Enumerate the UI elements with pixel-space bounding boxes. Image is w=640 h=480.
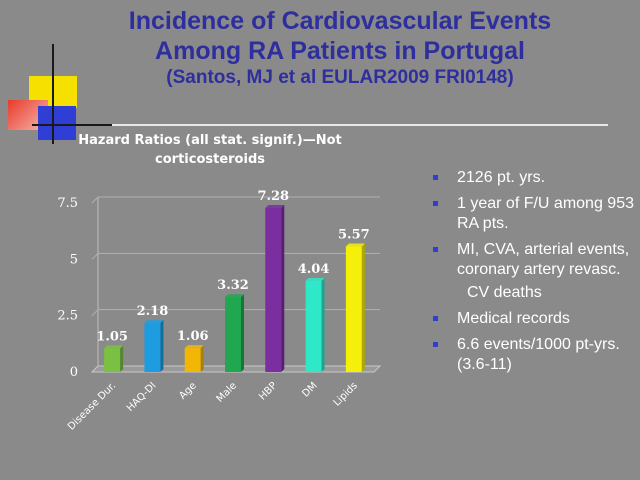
data-label: 7.28 xyxy=(257,189,289,204)
x-tick-label: Disease Dur. xyxy=(66,380,118,432)
gridline-side xyxy=(91,252,99,260)
gridline-side xyxy=(91,196,99,204)
data-label: 1.05 xyxy=(96,329,128,344)
bar-side xyxy=(361,243,365,372)
bullet-marker xyxy=(433,175,438,180)
bar-top xyxy=(225,294,244,298)
y-tick-label: 7.5 xyxy=(57,196,78,211)
blue-block xyxy=(38,106,76,140)
data-label: 5.57 xyxy=(338,227,370,242)
data-label: 1.06 xyxy=(177,329,209,344)
chart-title-line-1: Hazard Ratios (all stat. signif.)—Not xyxy=(78,133,342,148)
data-labels: 1.05 2.18 1.06 3.32 7.28 4.04 5.57 xyxy=(96,189,369,344)
bar-side xyxy=(200,345,204,372)
bullet-marker xyxy=(433,247,438,252)
bullet-item: Medical records xyxy=(430,309,635,329)
bar-side xyxy=(281,204,285,372)
bullet-marker xyxy=(433,316,438,321)
x-tick-label: HBP xyxy=(257,380,279,402)
title-citation: (Santos, MJ et al EULAR2009 FRI0148) xyxy=(166,67,514,88)
bar-side xyxy=(241,294,244,372)
bullet-text: CV deaths xyxy=(467,284,542,301)
bar xyxy=(144,322,161,372)
bullet-item: 6.6 events/1000 pt-yrs. (3.6-11) xyxy=(430,335,635,375)
bar-top xyxy=(265,204,285,208)
bullet-text: 6.6 events/1000 pt-yrs. (3.6-11) xyxy=(457,336,620,373)
title-line-1: Incidence of Cardiovascular Events xyxy=(128,7,552,35)
bar-top xyxy=(184,345,204,349)
bullet-marker xyxy=(433,342,438,347)
bar xyxy=(225,297,241,372)
bullet-item-continuation: CV deaths xyxy=(430,283,635,303)
y-tick-label: 2.5 xyxy=(57,309,78,324)
bars xyxy=(104,204,365,372)
bullet-text: MI, CVA, arterial events, coronary arter… xyxy=(457,241,630,278)
bullet-text: Medical records xyxy=(457,310,570,327)
bullet-list: 2126 pt. yrs. 1 year of F/U among 953 RA… xyxy=(430,168,635,381)
bar xyxy=(104,348,121,372)
bar xyxy=(305,280,322,372)
bullet-marker xyxy=(433,201,438,206)
bar-top xyxy=(345,243,365,247)
bar-side xyxy=(321,277,325,372)
x-axis: Disease Dur. HAQ-DI Age Male HBP DM Lipids xyxy=(66,380,360,432)
bar-top xyxy=(144,319,164,323)
y-tick-label: 0 xyxy=(70,365,78,380)
bar-top xyxy=(305,277,325,281)
bar xyxy=(184,348,201,372)
x-tick-label: HAQ-DI xyxy=(125,380,159,414)
title-line-2: Among RA Patients in Portugal xyxy=(155,37,525,65)
x-tick-label: Lipids xyxy=(332,380,360,408)
bullet-text: 1 year of F/U among 953 RA pts. xyxy=(457,195,634,232)
data-label: 4.04 xyxy=(298,262,330,277)
bar xyxy=(345,246,362,372)
y-axis: 0 2.5 5 7.5 xyxy=(57,196,78,380)
slide-title: Incidence of Cardiovascular Events Among… xyxy=(60,6,620,90)
bullet-text: 2126 pt. yrs. xyxy=(457,169,546,186)
x-tick-label: Male xyxy=(215,380,240,405)
y-tick-label: 5 xyxy=(70,252,78,267)
horizontal-rule-dark xyxy=(32,124,112,126)
chart-title-line-2: corticosteroids xyxy=(155,152,265,167)
bar xyxy=(265,207,282,372)
data-label: 2.18 xyxy=(137,304,169,319)
gridline-side xyxy=(91,309,99,317)
x-tick-label: Age xyxy=(177,380,198,401)
data-label: 3.32 xyxy=(217,278,249,293)
bullet-item: 1 year of F/U among 953 RA pts. xyxy=(430,194,635,234)
bullet-item: 2126 pt. yrs. xyxy=(430,168,635,188)
vertical-rule xyxy=(52,44,54,144)
bar-top xyxy=(104,345,124,349)
x-tick-label: DM xyxy=(300,380,319,399)
bar-side xyxy=(120,345,124,372)
bar-side xyxy=(160,319,164,372)
horizontal-rule-light xyxy=(112,124,608,126)
bullet-item: MI, CVA, arterial events, coronary arter… xyxy=(430,240,635,280)
